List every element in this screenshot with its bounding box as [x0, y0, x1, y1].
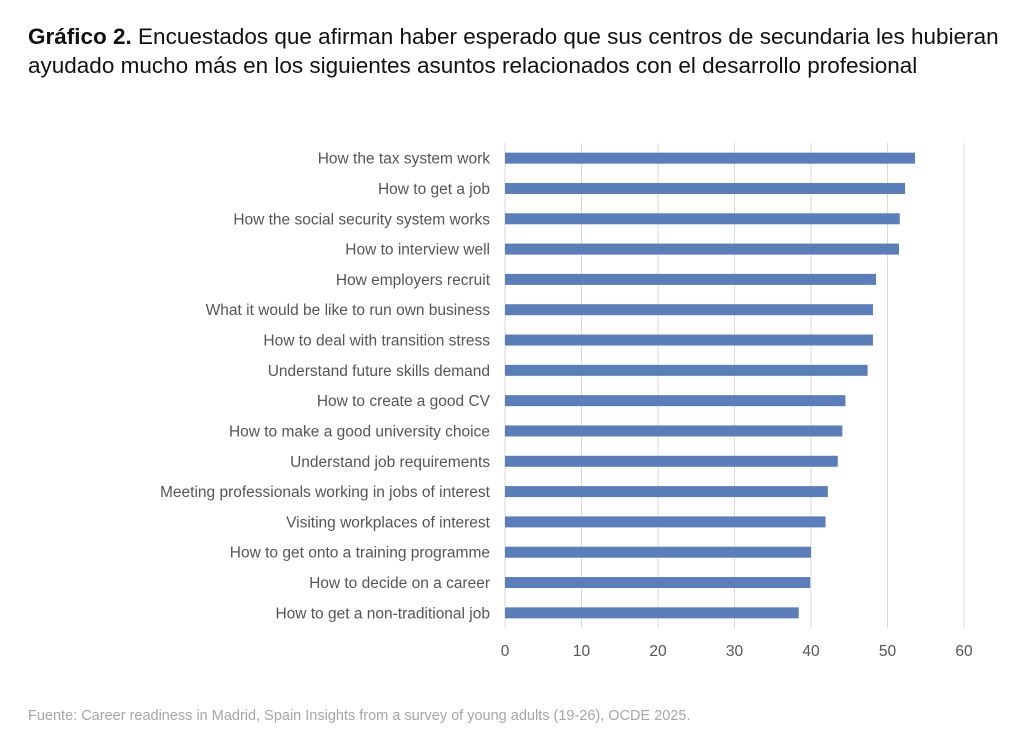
- bar-2: [505, 213, 900, 225]
- category-label-10: Understand job requirements: [290, 454, 490, 471]
- category-label-11: Meeting professionals working in jobs of…: [160, 484, 491, 501]
- bar-11: [505, 486, 828, 498]
- category-label-7: Understand future skills demand: [268, 363, 490, 380]
- x-tick-label-10: 10: [573, 643, 591, 660]
- chart-title-prefix: Gráfico 2.: [28, 24, 132, 49]
- bar-6: [505, 334, 873, 346]
- source-note: Fuente: Career readiness in Madrid, Spai…: [28, 708, 691, 724]
- chart-title: Gráfico 2. Encuestados que afirman haber…: [28, 22, 1008, 80]
- x-tick-label-30: 30: [726, 643, 744, 660]
- category-label-4: How employers recruit: [336, 272, 491, 289]
- x-tick-label-50: 50: [879, 643, 897, 660]
- bar-10: [505, 455, 838, 467]
- category-label-15: How to get a non-traditional job: [275, 605, 490, 622]
- bar-13: [505, 546, 811, 558]
- category-label-8: How to create a good CV: [317, 393, 491, 410]
- category-label-13: How to get onto a training programme: [230, 545, 490, 562]
- category-label-5: What it would be like to run own busines…: [206, 302, 491, 319]
- bar-4: [505, 273, 877, 285]
- category-label-6: How to deal with transition stress: [263, 333, 490, 350]
- category-label-1: How to get a job: [378, 181, 490, 198]
- category-label-3: How to interview well: [345, 242, 490, 259]
- category-label-14: How to decide on a career: [309, 575, 490, 592]
- x-tick-label-20: 20: [649, 643, 667, 660]
- category-label-0: How the tax system work: [318, 151, 491, 168]
- bar-14: [505, 577, 811, 589]
- bar-5: [505, 304, 873, 316]
- x-tick-label-0: 0: [501, 643, 510, 660]
- bar-0: [505, 152, 916, 164]
- bar-1: [505, 182, 906, 194]
- category-label-2: How the social security system works: [233, 211, 490, 228]
- bar-15: [505, 607, 799, 619]
- chart-title-text: Encuestados que afirman haber esperado q…: [28, 24, 999, 78]
- bar-9: [505, 425, 843, 437]
- category-label-9: How to make a good university choice: [229, 423, 490, 440]
- x-tick-label-60: 60: [955, 643, 973, 660]
- bar-8: [505, 395, 846, 407]
- bar-12: [505, 516, 826, 528]
- x-tick-label-40: 40: [802, 643, 820, 660]
- bar-chart: 0 10 20 30 40 50 60 How the tax system work How …: [160, 143, 973, 660]
- bar-3: [505, 243, 899, 255]
- category-label-12: Visiting workplaces of interest: [286, 514, 491, 531]
- bar-7: [505, 364, 868, 376]
